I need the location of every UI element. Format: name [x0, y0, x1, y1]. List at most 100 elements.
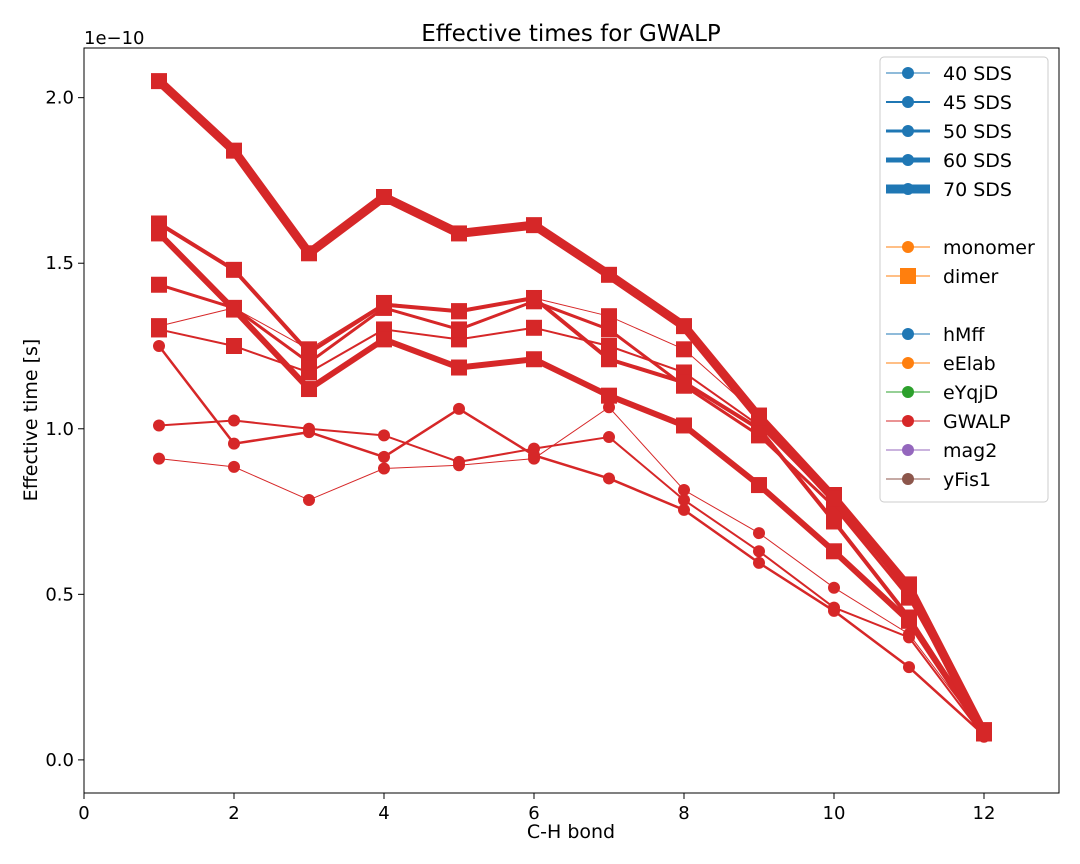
data-point — [601, 338, 617, 354]
data-point — [676, 318, 692, 335]
legend-entry: 60 SDS — [886, 150, 1012, 172]
data-point — [151, 321, 167, 338]
chart-title: Effective times for GWALP — [421, 21, 721, 47]
data-point — [826, 543, 842, 560]
data-point — [676, 374, 692, 391]
data-point — [301, 381, 317, 398]
y-tick-label: 1.5 — [45, 253, 74, 274]
legend-label: 45 SDS — [943, 92, 1012, 114]
data-point — [526, 289, 542, 306]
data-point — [976, 725, 992, 742]
y-axis: 0.0 0.5 1.0 1.5 2.0 — [45, 88, 84, 771]
y-tick-label: 1.0 — [45, 419, 74, 440]
legend-marker — [902, 241, 914, 253]
legend-marker — [902, 154, 914, 166]
data-point — [376, 331, 392, 348]
legend-marker — [902, 386, 914, 398]
legend-entry: mag2 — [886, 440, 997, 462]
data-point — [303, 426, 315, 439]
data-point — [151, 73, 167, 90]
data-point — [753, 527, 765, 540]
legend-entry: GWALP — [886, 411, 1011, 433]
legend-entry: 70 SDS — [886, 179, 1012, 201]
data-point — [526, 351, 542, 368]
series-2 — [153, 340, 990, 742]
legend-entry: 50 SDS — [886, 121, 1012, 143]
legend-marker — [902, 328, 914, 340]
data-point — [226, 261, 242, 278]
legend-entry: eElab — [886, 353, 996, 375]
series-line — [154, 76, 989, 738]
series-line — [157, 221, 986, 736]
data-point — [601, 266, 617, 283]
series-line — [157, 344, 986, 737]
x-tick-label: 12 — [973, 803, 996, 824]
data-point — [228, 460, 240, 473]
data-point — [376, 296, 392, 313]
data-point — [751, 477, 767, 494]
data-point — [753, 545, 765, 558]
series-line — [157, 283, 986, 734]
legend-label: eElab — [943, 353, 996, 375]
legend-marker — [902, 183, 914, 195]
legend-label: yFis1 — [943, 469, 991, 491]
x-tick-label: 8 — [678, 803, 689, 824]
legend-marker — [902, 444, 914, 456]
legend-label: dimer — [943, 266, 999, 288]
legend-entry: 40 SDS — [886, 63, 1012, 85]
y-tick-label: 2.0 — [45, 88, 74, 109]
legend-marker — [902, 125, 914, 137]
data-point — [828, 604, 840, 617]
data-point — [378, 462, 390, 475]
data-point — [603, 472, 615, 485]
legend-label: GWALP — [943, 411, 1011, 433]
legend-marker — [902, 415, 914, 427]
legend-label: eYqjD — [943, 382, 998, 404]
data-point — [601, 351, 617, 368]
data-point — [526, 319, 542, 336]
legend-label: mag2 — [943, 440, 997, 462]
y-offset-label: 1e−10 — [84, 28, 145, 49]
x-tick-label: 0 — [78, 803, 89, 824]
data-point — [678, 493, 690, 506]
data-point — [378, 429, 390, 442]
legend-entry: eYqjD — [886, 382, 998, 404]
legend-entry: yFis1 — [886, 469, 991, 491]
legend: 40 SDS 45 SDS 50 SDS 60 SDS 70 SDS monomer dim… — [879, 56, 1049, 503]
data-point — [678, 484, 690, 497]
data-point — [601, 387, 617, 404]
legend-label: monomer — [943, 237, 1035, 259]
legend-entry: dimer — [886, 266, 999, 288]
x-axis-label: C-H bond — [527, 821, 615, 843]
legend-entry: monomer — [886, 237, 1035, 259]
x-axis: 0 2 4 6 8 10 12 — [78, 793, 995, 824]
x-tick-label: 2 — [228, 803, 239, 824]
data-point — [901, 612, 917, 629]
series-line — [158, 419, 985, 738]
data-point — [226, 142, 242, 159]
x-tick-label: 6 — [528, 803, 539, 824]
data-point — [228, 437, 240, 450]
data-point — [676, 417, 692, 434]
data-point — [753, 556, 765, 569]
legend-marker — [902, 357, 914, 369]
y-axis-label: Effective time [s] — [20, 339, 42, 502]
data-point — [153, 419, 165, 432]
data-point — [451, 359, 467, 376]
x-tick-label: 10 — [823, 803, 846, 824]
data-point — [453, 402, 465, 415]
data-point — [228, 414, 240, 427]
data-point — [528, 449, 540, 462]
legend-label: 60 SDS — [943, 150, 1012, 172]
legend-marker — [900, 268, 916, 284]
x-tick-label: 4 — [378, 803, 389, 824]
data-point — [301, 245, 317, 262]
data-point — [678, 503, 690, 516]
data-point — [526, 217, 542, 234]
legend-box — [879, 56, 1049, 503]
legend-marker — [902, 96, 914, 108]
data-point — [903, 661, 915, 674]
data-point — [751, 409, 767, 426]
series-8 — [151, 73, 992, 742]
data-point — [676, 341, 692, 358]
